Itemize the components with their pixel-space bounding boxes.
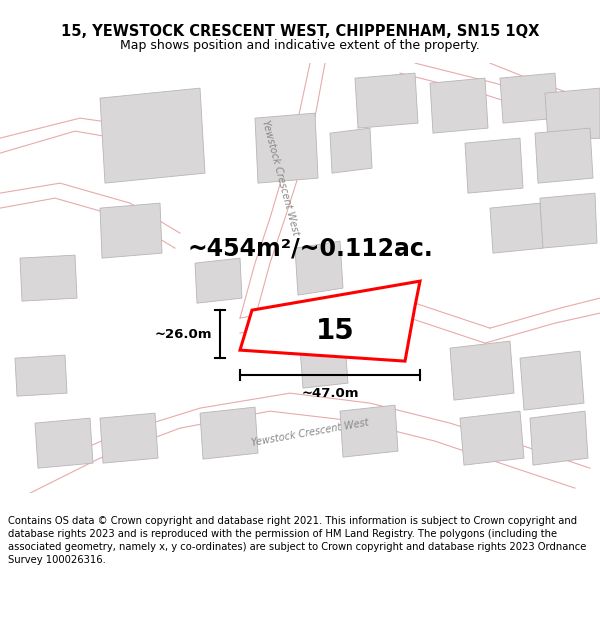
Polygon shape [490,203,543,253]
Text: ~454m²/~0.112ac.: ~454m²/~0.112ac. [187,236,433,260]
Polygon shape [430,78,488,133]
Polygon shape [355,73,418,128]
Polygon shape [295,241,343,295]
Polygon shape [240,281,420,361]
Text: Yewstock Crescent West: Yewstock Crescent West [251,418,370,448]
Polygon shape [100,413,158,463]
Polygon shape [100,203,162,258]
Polygon shape [195,258,242,303]
Text: Contains OS data © Crown copyright and database right 2021. This information is : Contains OS data © Crown copyright and d… [8,516,586,565]
Polygon shape [100,88,205,183]
Text: 15, YEWSTOCK CRESCENT WEST, CHIPPENHAM, SN15 1QX: 15, YEWSTOCK CRESCENT WEST, CHIPPENHAM, … [61,24,539,39]
Polygon shape [200,407,258,459]
Polygon shape [340,405,398,457]
Polygon shape [465,138,523,193]
Text: Yewstock Crescent West: Yewstock Crescent West [260,119,300,237]
Polygon shape [330,128,372,173]
Text: ~47.0m: ~47.0m [301,387,359,400]
Polygon shape [530,411,588,465]
Polygon shape [460,411,524,465]
Polygon shape [255,113,318,183]
Polygon shape [300,343,348,388]
Text: ~26.0m: ~26.0m [155,328,212,341]
Polygon shape [520,351,584,410]
Polygon shape [15,355,67,396]
Polygon shape [500,73,558,123]
Text: 15: 15 [316,317,355,345]
Polygon shape [450,341,514,400]
Polygon shape [535,128,593,183]
Polygon shape [545,88,600,141]
Polygon shape [540,193,597,248]
Text: Map shows position and indicative extent of the property.: Map shows position and indicative extent… [120,39,480,52]
Polygon shape [35,418,93,468]
Polygon shape [20,255,77,301]
